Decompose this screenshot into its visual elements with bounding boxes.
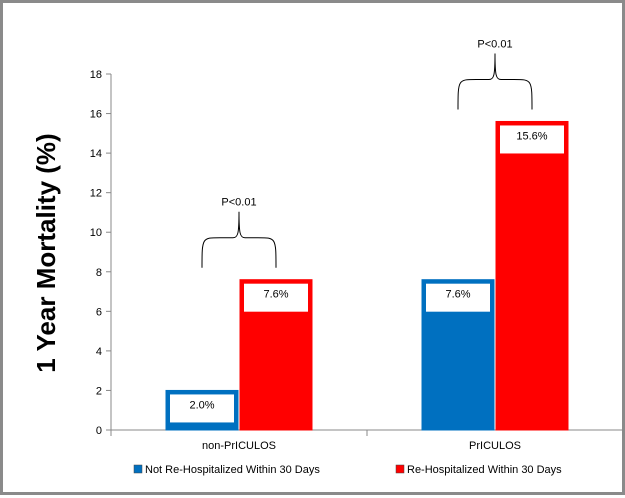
y-tick-label: 12: [90, 188, 102, 200]
y-tick-label: 6: [96, 306, 102, 318]
data-label: 7.6%: [445, 289, 470, 301]
data-label: 2.0%: [189, 399, 214, 411]
legend-label-rehospitalized: Re-Hospitalized Within 30 Days: [407, 464, 562, 476]
data-label-box: [426, 283, 490, 312]
data-label-box: [244, 283, 308, 312]
legend-swatch-rehospitalized: [395, 464, 405, 474]
y-tick-label: 10: [90, 227, 102, 239]
data-label: 15.6%: [516, 130, 547, 142]
legend-label-not-rehospitalized: Not Re-Hospitalized Within 30 Days: [145, 464, 320, 476]
data-label: 7.6%: [263, 289, 288, 301]
y-tick-label: 4: [96, 346, 102, 358]
x-tick-label: PrICULOS: [469, 440, 521, 452]
y-tick-label: 16: [90, 109, 102, 121]
plot-area: 0 2 4 6 8 10 12 14 16 18 non-PrICULOS 2.0% 7.6% P<0.0…: [90, 38, 624, 476]
x-tick-label: non-PrICULOS: [202, 440, 276, 452]
data-label-box: [170, 394, 234, 423]
bar-rehospitalized: [495, 120, 569, 431]
significance-brace: [457, 53, 533, 110]
y-tick-label: 18: [90, 69, 102, 81]
legend-swatch-not-rehospitalized: [133, 464, 143, 474]
significance-brace: [201, 211, 277, 268]
y-axis-label: 1 Year Mortality (%): [31, 133, 61, 372]
bar-chart: 1 Year Mortality (%) 0 2 4 6 8 10 12 14 16 18 non-…: [31, 38, 624, 476]
y-tick-label: 8: [96, 267, 102, 279]
p-value-annotation: P<0.01: [221, 197, 256, 209]
y-tick-label: 0: [96, 425, 102, 437]
y-tick-label: 14: [90, 148, 102, 160]
p-value-annotation: P<0.01: [477, 38, 512, 50]
data-label-box: [500, 125, 564, 154]
y-tick-label: 2: [96, 385, 102, 397]
